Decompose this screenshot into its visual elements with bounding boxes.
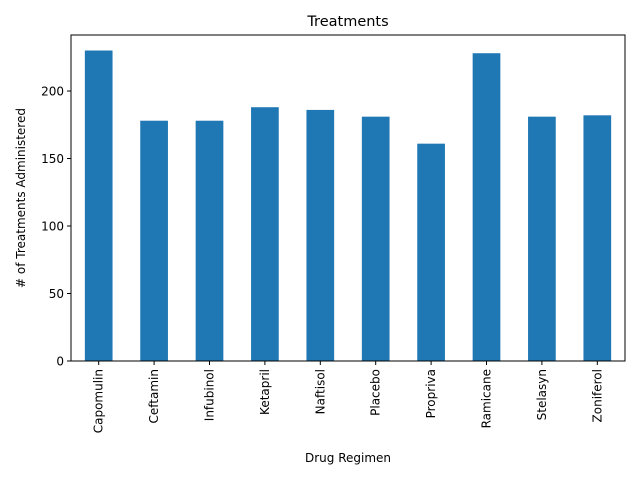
x-axis-label: Drug Regimen	[305, 451, 391, 465]
bar-placebo	[361, 116, 390, 361]
bar-ketapril	[251, 107, 279, 361]
bar-ceftamin	[140, 120, 168, 361]
bar-propriva	[417, 143, 445, 361]
chart-title: Treatments	[306, 14, 388, 30]
bar-ramicane	[472, 53, 501, 361]
x-tick-label: Placebo	[369, 369, 383, 416]
x-tick-label: Zoniferol	[590, 369, 604, 422]
y-tick-label: 100	[41, 220, 64, 234]
ticks-layer: Capomulin Ceftamin Infubinol Ketapril Naftis…	[41, 85, 604, 434]
y-tick-label: 50	[49, 287, 64, 301]
bar-capomulin	[84, 50, 113, 362]
x-tick-label: Infubinol	[203, 369, 217, 421]
axes-frame	[70, 34, 626, 362]
y-tick-label: 200	[41, 85, 64, 99]
x-tick-label: Naftisol	[313, 369, 327, 414]
x-tick-label: Capomulin	[92, 369, 106, 433]
x-tick-label: Ramicane	[480, 369, 494, 428]
y-tick-label: 0	[56, 355, 64, 369]
bar-naftisol	[306, 109, 335, 361]
x-tick-label: Ketapril	[258, 369, 272, 415]
x-tick-label: Stelasyn	[535, 369, 549, 420]
y-tick-label: 150	[41, 152, 64, 166]
bar-infubinol	[195, 120, 224, 361]
bar-zoniferol	[583, 115, 612, 361]
bars-layer	[84, 50, 612, 362]
x-tick-label: Propriva	[424, 369, 438, 418]
y-axis-label: # of Treatments Administered	[14, 108, 28, 288]
bar-stelasyn	[528, 116, 556, 361]
x-tick-label: Ceftamin	[147, 369, 161, 423]
